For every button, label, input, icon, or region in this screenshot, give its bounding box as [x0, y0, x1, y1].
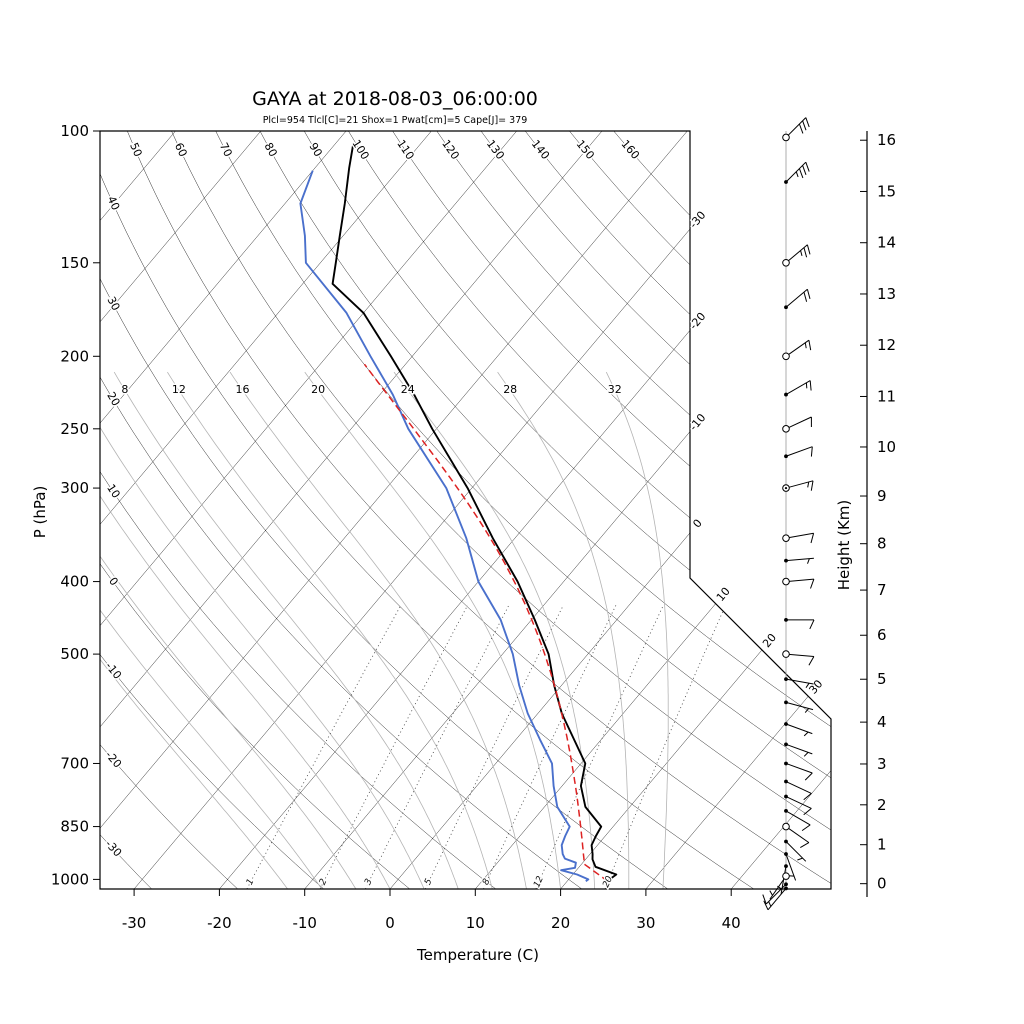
height-axis-label: Height (Km) — [835, 500, 853, 591]
svg-text:2: 2 — [877, 796, 887, 814]
wind-barb-column — [762, 117, 815, 911]
svg-text:3: 3 — [363, 877, 375, 887]
svg-text:150: 150 — [60, 254, 89, 272]
svg-text:700: 700 — [60, 754, 89, 772]
svg-text:5: 5 — [877, 670, 887, 688]
svg-text:40: 40 — [105, 194, 123, 212]
svg-text:-20: -20 — [207, 914, 232, 932]
svg-text:20: 20 — [760, 631, 779, 650]
svg-text:70: 70 — [217, 141, 235, 159]
svg-text:11: 11 — [877, 387, 896, 405]
svg-text:1000: 1000 — [51, 870, 89, 888]
temperature-axis-label: Temperature (C) — [416, 946, 539, 964]
svg-text:10: 10 — [714, 585, 733, 604]
svg-text:250: 250 — [60, 420, 89, 438]
svg-text:8: 8 — [121, 383, 128, 396]
svg-text:8: 8 — [877, 535, 887, 553]
svg-text:850: 850 — [60, 818, 89, 836]
svg-text:90: 90 — [306, 140, 324, 159]
svg-text:500: 500 — [60, 645, 89, 663]
svg-text:20: 20 — [104, 390, 122, 409]
svg-text:15: 15 — [877, 182, 896, 200]
pressure-axis-label: P (hPa) — [31, 486, 49, 539]
svg-text:16: 16 — [877, 131, 896, 149]
chart-title: GAYA at 2018-08-03_06:00:00 — [252, 88, 538, 110]
svg-text:24: 24 — [401, 383, 415, 396]
svg-text:28: 28 — [503, 383, 517, 396]
svg-text:1: 1 — [245, 877, 256, 886]
svg-text:1: 1 — [877, 836, 887, 854]
svg-text:30: 30 — [806, 677, 825, 696]
svg-text:110: 110 — [394, 137, 416, 162]
svg-text:30: 30 — [104, 294, 122, 312]
svg-text:4: 4 — [877, 713, 887, 731]
svg-text:10: 10 — [877, 438, 896, 456]
svg-text:10: 10 — [466, 914, 485, 932]
svg-text:-30: -30 — [122, 914, 147, 932]
svg-text:13: 13 — [877, 285, 896, 303]
svg-text:300: 300 — [60, 479, 89, 497]
svg-text:400: 400 — [60, 573, 89, 591]
svg-text:0: 0 — [877, 875, 887, 893]
svg-text:80: 80 — [262, 140, 280, 159]
svg-text:130: 130 — [484, 137, 507, 162]
svg-text:5: 5 — [423, 877, 435, 887]
svg-text:0: 0 — [385, 914, 395, 932]
svg-text:12: 12 — [172, 383, 186, 396]
svg-text:200: 200 — [60, 347, 89, 365]
svg-text:40: 40 — [722, 914, 741, 932]
svg-text:20: 20 — [311, 383, 325, 396]
svg-text:20: 20 — [551, 914, 570, 932]
plot-frame — [99, 130, 832, 890]
svg-text:0: 0 — [106, 575, 121, 588]
svg-text:7: 7 — [877, 581, 887, 599]
svg-text:30: 30 — [636, 914, 655, 932]
svg-text:100: 100 — [60, 122, 89, 140]
svg-text:-10: -10 — [292, 914, 317, 932]
svg-text:12: 12 — [877, 336, 896, 354]
svg-text:10: 10 — [104, 482, 123, 501]
svg-text:16: 16 — [236, 383, 250, 396]
svg-text:6: 6 — [877, 626, 887, 644]
svg-text:3: 3 — [877, 755, 887, 773]
svg-text:60: 60 — [172, 141, 190, 159]
svg-text:50: 50 — [127, 141, 144, 159]
svg-text:0: 0 — [690, 517, 704, 531]
svg-text:14: 14 — [877, 234, 896, 252]
chart-parameters: Plcl=954 Tlcl[C]=21 Shox=1 Pwat[cm]=5 Ca… — [263, 115, 528, 126]
background-grid — [100, 131, 831, 889]
sounding-profiles — [299, 143, 618, 883]
svg-text:12: 12 — [532, 874, 546, 889]
svg-text:-10: -10 — [103, 660, 124, 682]
svg-text:120: 120 — [439, 137, 462, 162]
svg-text:32: 32 — [608, 383, 622, 396]
svg-text:9: 9 — [877, 487, 887, 505]
svg-text:140: 140 — [529, 137, 552, 162]
